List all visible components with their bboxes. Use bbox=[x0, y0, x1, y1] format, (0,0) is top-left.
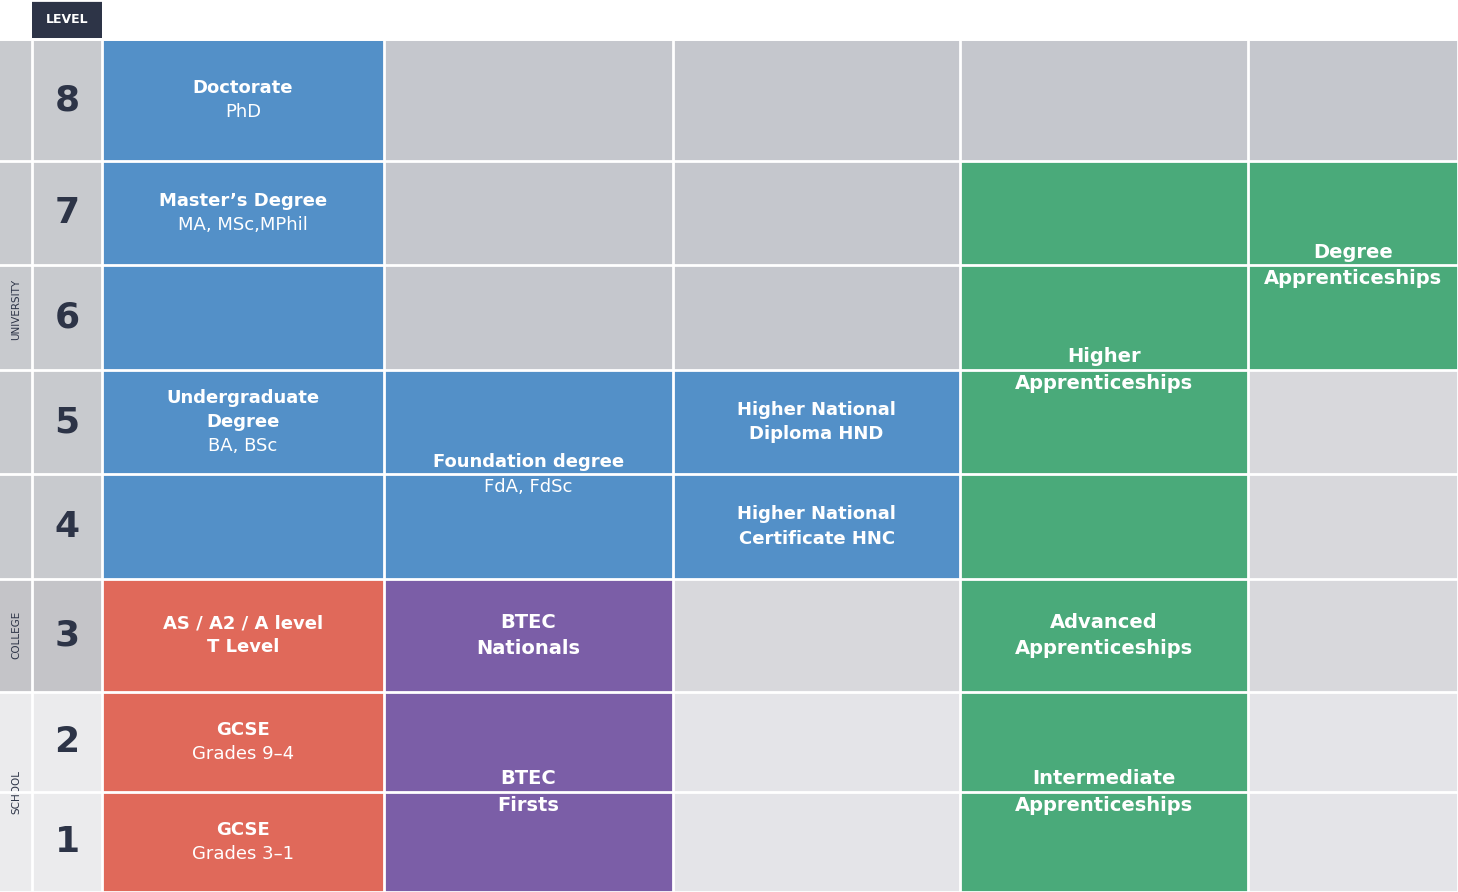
Text: GCSE: GCSE bbox=[216, 721, 270, 739]
Text: Higher: Higher bbox=[1067, 347, 1142, 367]
Bar bbox=[383, 579, 674, 692]
Bar bbox=[0, 792, 102, 892]
Bar bbox=[102, 692, 383, 792]
Bar bbox=[383, 161, 961, 370]
Text: T Level: T Level bbox=[207, 639, 280, 657]
Text: 6: 6 bbox=[54, 301, 80, 334]
Bar bbox=[1248, 692, 1458, 892]
Bar bbox=[102, 475, 1458, 579]
Text: Foundation degree: Foundation degree bbox=[433, 453, 624, 471]
Text: 2: 2 bbox=[54, 725, 80, 759]
Text: Certificate HNC: Certificate HNC bbox=[739, 530, 895, 548]
Text: Undergraduate: Undergraduate bbox=[166, 389, 319, 407]
Bar bbox=[961, 161, 1248, 579]
Text: Advanced: Advanced bbox=[1050, 613, 1158, 632]
Bar bbox=[1248, 475, 1458, 579]
Text: Grades 9–4: Grades 9–4 bbox=[192, 745, 295, 763]
Bar bbox=[102, 579, 1458, 692]
Bar bbox=[102, 692, 1458, 792]
Text: Intermediate: Intermediate bbox=[1032, 769, 1175, 789]
Text: 5: 5 bbox=[54, 405, 80, 439]
Text: 1: 1 bbox=[54, 825, 80, 859]
Text: PhD: PhD bbox=[225, 103, 261, 121]
Text: Firsts: Firsts bbox=[497, 796, 560, 814]
Text: AS / A2 / A level: AS / A2 / A level bbox=[163, 614, 324, 632]
Text: 8: 8 bbox=[54, 83, 80, 117]
Bar bbox=[102, 266, 383, 579]
Text: MA, MSc,MPhil: MA, MSc,MPhil bbox=[178, 217, 308, 235]
Bar bbox=[674, 692, 961, 892]
Bar bbox=[674, 579, 961, 692]
Bar bbox=[1248, 370, 1458, 475]
Text: BTEC: BTEC bbox=[500, 613, 557, 632]
Bar bbox=[0, 39, 102, 161]
Text: LEVEL: LEVEL bbox=[45, 13, 89, 26]
Text: Apprenticeships: Apprenticeships bbox=[1015, 796, 1193, 814]
Bar bbox=[102, 792, 383, 892]
Text: COLLEGE: COLLEGE bbox=[12, 611, 20, 659]
Bar bbox=[961, 579, 1248, 692]
Text: SCHOOL: SCHOOL bbox=[12, 770, 20, 814]
Text: BA, BSc: BA, BSc bbox=[208, 437, 277, 456]
Text: Apprenticeships: Apprenticeships bbox=[1015, 374, 1193, 392]
Bar bbox=[102, 39, 383, 161]
Text: FdA, FdSc: FdA, FdSc bbox=[484, 477, 573, 496]
Bar bbox=[102, 39, 1458, 161]
Text: Grades 3–1: Grades 3–1 bbox=[192, 845, 295, 863]
Text: Nationals: Nationals bbox=[477, 639, 580, 658]
Bar bbox=[961, 39, 1458, 161]
Bar bbox=[383, 692, 674, 892]
Text: 3: 3 bbox=[54, 618, 80, 652]
Bar bbox=[102, 161, 1458, 266]
Bar bbox=[0, 266, 102, 370]
Bar bbox=[102, 161, 383, 266]
Bar bbox=[0, 161, 102, 266]
Text: Apprenticeships: Apprenticeships bbox=[1015, 639, 1193, 658]
Text: Higher National: Higher National bbox=[738, 506, 897, 524]
Bar bbox=[0, 579, 102, 692]
Text: Apprenticeships: Apprenticeships bbox=[1264, 269, 1442, 288]
Bar bbox=[961, 692, 1248, 892]
Text: Degree: Degree bbox=[207, 413, 280, 431]
Bar bbox=[674, 370, 961, 475]
Bar bbox=[102, 792, 1458, 892]
Text: Higher National: Higher National bbox=[738, 401, 897, 419]
Text: 4: 4 bbox=[54, 509, 80, 543]
Bar bbox=[32, 0, 102, 39]
Text: Degree: Degree bbox=[1314, 243, 1392, 262]
Text: BTEC: BTEC bbox=[500, 769, 557, 789]
Bar bbox=[383, 370, 674, 579]
Text: 7: 7 bbox=[54, 196, 80, 230]
Bar bbox=[102, 266, 1458, 370]
Bar bbox=[1248, 161, 1458, 370]
Bar bbox=[1248, 579, 1458, 692]
Text: Diploma HND: Diploma HND bbox=[749, 425, 884, 443]
Bar bbox=[102, 370, 1458, 475]
Bar bbox=[383, 39, 1458, 161]
Text: UNIVERSITY: UNIVERSITY bbox=[12, 278, 20, 340]
Bar bbox=[102, 579, 383, 692]
Bar bbox=[674, 475, 961, 579]
Bar bbox=[0, 370, 102, 475]
Text: GCSE: GCSE bbox=[216, 821, 270, 838]
Text: Master’s Degree: Master’s Degree bbox=[159, 192, 327, 211]
Bar bbox=[0, 692, 102, 792]
Bar bbox=[0, 475, 102, 579]
Text: Doctorate: Doctorate bbox=[192, 79, 293, 97]
